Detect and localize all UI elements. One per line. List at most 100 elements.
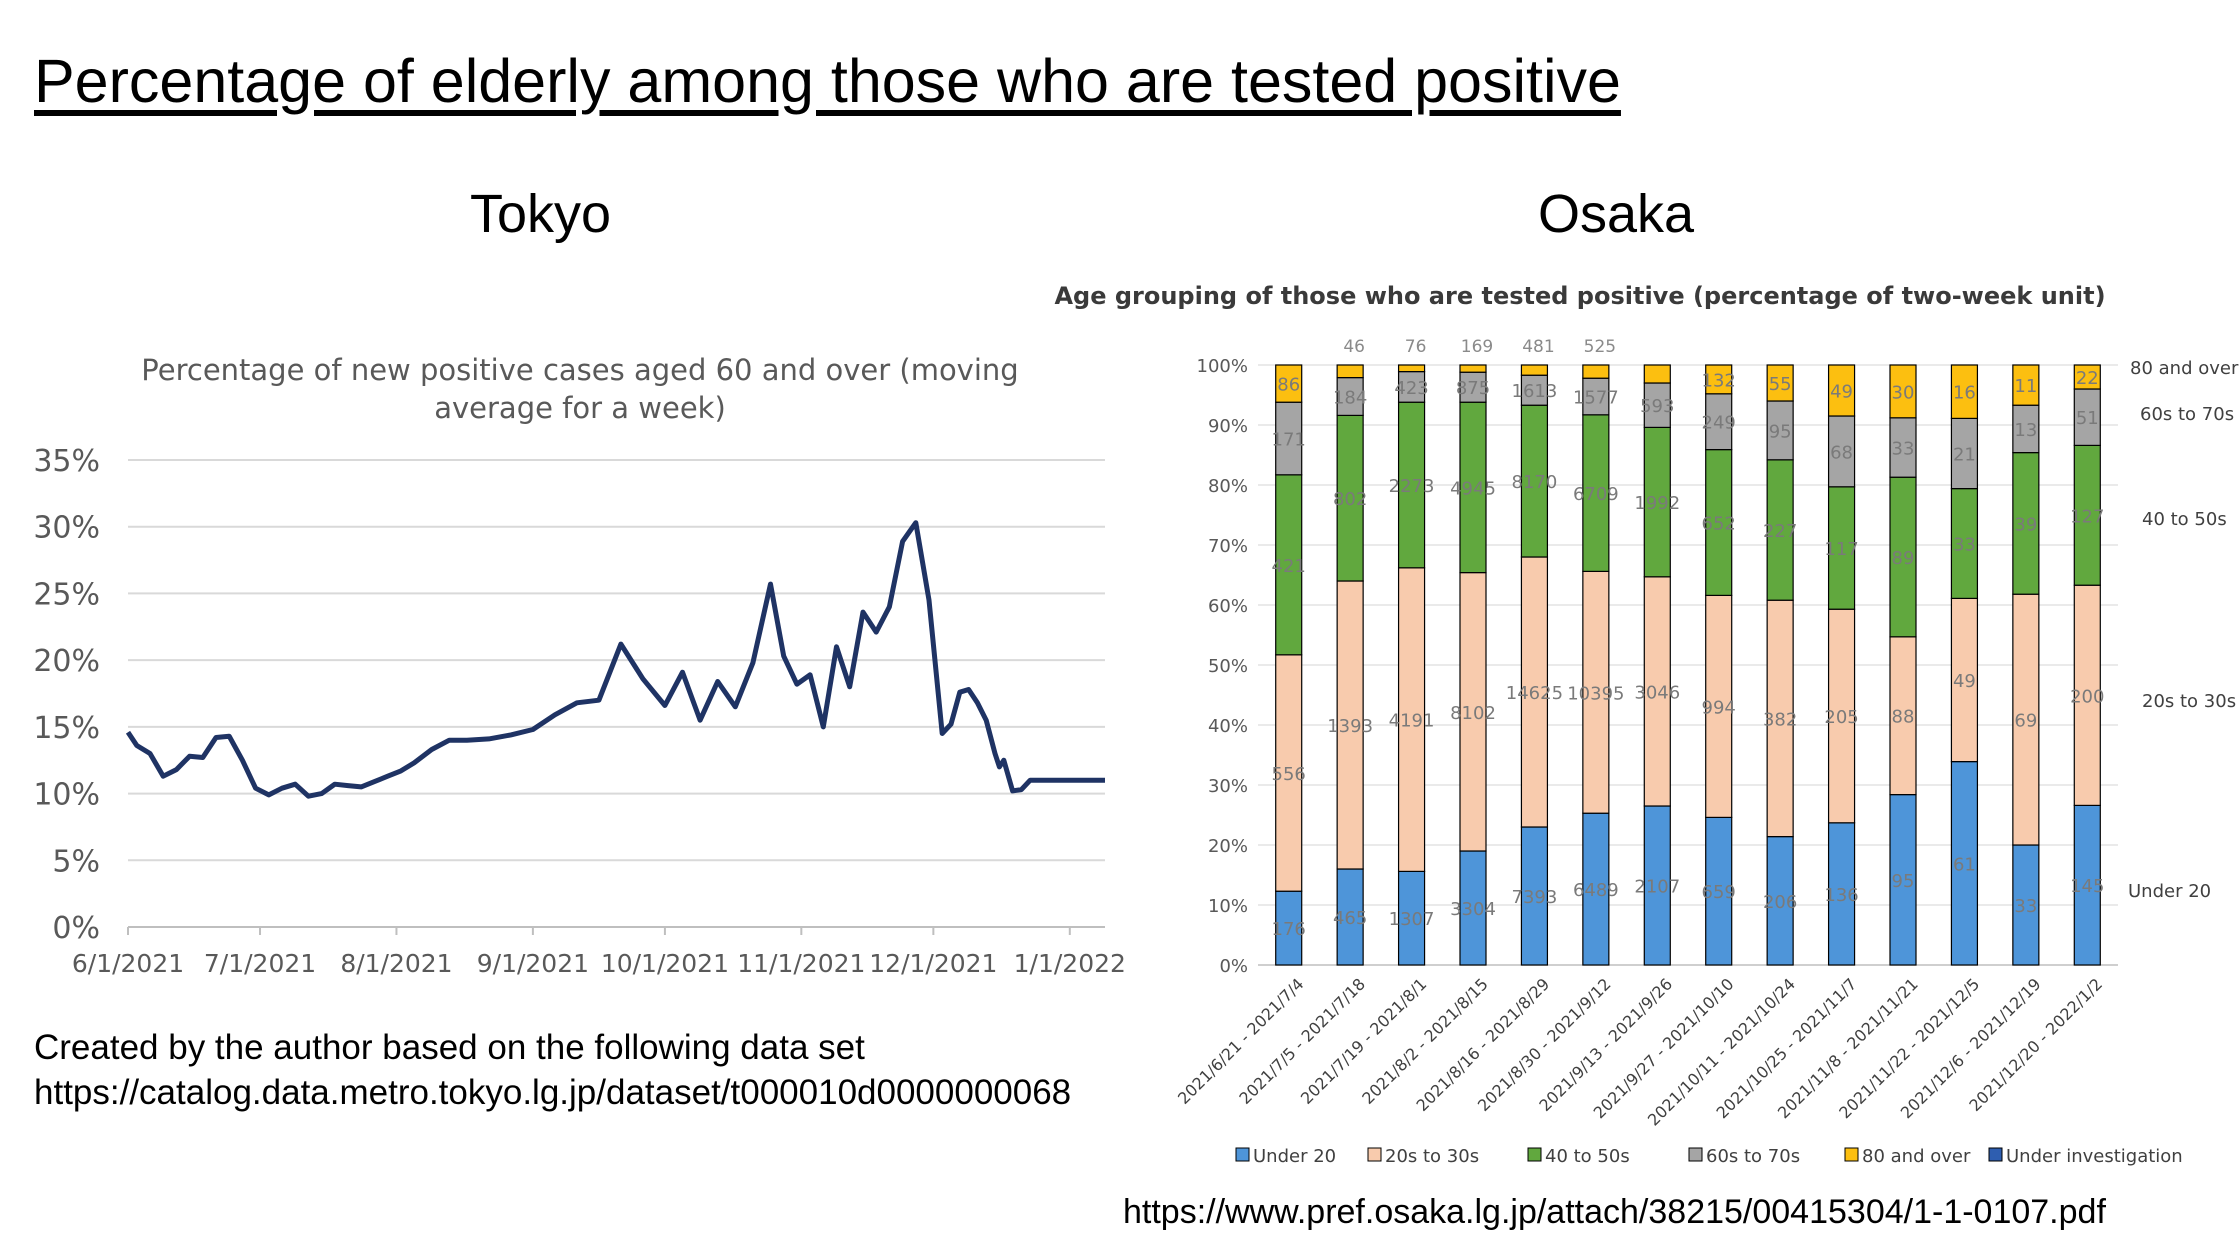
osaka-bar-segment: [1766, 459, 1794, 601]
osaka-chart-title: Age grouping of those who are tested pos…: [1054, 282, 2105, 310]
osaka-bar-segment: [1950, 760, 1979, 966]
osaka-bar-segment: [1397, 371, 1426, 403]
tokyo-y-tick-label: 35%: [33, 444, 100, 479]
osaka-bar-segment: [1275, 474, 1303, 656]
tokyo-x-tick-label: 6/1/2021: [72, 949, 184, 978]
tokyo-note-url[interactable]: https://catalog.data.metro.tokyo.lg.jp/d…: [34, 1073, 1072, 1112]
tokyo-heading: Tokyo: [470, 184, 612, 244]
legend-swatch: [1367, 1147, 1382, 1162]
osaka-bar-segment: [1459, 371, 1487, 403]
tokyo-x-ticks: 6/1/2021 7/1/2021 8/1/2021 9/1/2021 10/1/202…: [72, 927, 1126, 978]
osaka-bar-segment: [2012, 404, 2040, 454]
osaka-segment-label: 8102: [1450, 703, 1496, 724]
osaka-segment-label: 21: [1953, 445, 1976, 466]
osaka-stacked-bar-chart: Age grouping of those who are tested pos…: [1054, 282, 2239, 1167]
osaka-bar-segment: [1582, 364, 1610, 379]
osaka-segment-label: 33: [1953, 535, 1976, 556]
osaka-segment-label: 4945: [1450, 478, 1496, 499]
osaka-bar-segment: [1582, 812, 1610, 966]
osaka-segment-label: 176: [1272, 919, 1306, 940]
osaka-bar-segment: [1582, 377, 1610, 416]
osaka-y-tick-label: 90%: [1208, 416, 1248, 437]
osaka-segment-label: 382: [1763, 709, 1797, 730]
osaka-segment-label: 95: [1769, 421, 1792, 442]
tokyo-x-tick-label: 9/1/2021: [477, 949, 589, 978]
osaka-segment-label: 61: [1953, 854, 1976, 875]
osaka-y-tick-label: 0%: [1219, 956, 1248, 977]
osaka-segment-label: 3046: [1634, 682, 1680, 703]
osaka-bar-segment: [1643, 805, 1671, 966]
tokyo-y-tick-label: 10%: [33, 778, 100, 813]
tokyo-y-tick-label: 20%: [33, 644, 100, 679]
tokyo-x-tick-label: 1/1/2022: [1014, 949, 1126, 978]
osaka-y-tick-label: 10%: [1208, 896, 1248, 917]
tokyo-gridlines: [128, 459, 1105, 928]
osaka-segment-label: 184: [1333, 388, 1367, 409]
tokyo-series-line: [125, 520, 1105, 799]
osaka-segment-label: 875: [1456, 378, 1490, 399]
osaka-top-label: 169: [1461, 337, 1493, 357]
osaka-segment-label: 8170: [1512, 472, 1558, 493]
osaka-bar-segment: [1336, 377, 1364, 417]
osaka-segment-label: 7393: [1512, 887, 1558, 908]
legend-swatch: [1235, 1147, 1250, 1162]
osaka-bar-segment: [1520, 404, 1549, 558]
osaka-segment-label: 39: [2014, 514, 2037, 535]
osaka-bars: 176 556 421 171 86 465 1393 802 184 1307 4191 2273 4…: [1272, 364, 2104, 966]
tokyo-y-tick-label: 15%: [33, 711, 100, 746]
osaka-y-tick-label: 50%: [1208, 656, 1248, 677]
osaka-bar-segment: [1397, 364, 1426, 373]
osaka-bar-segment: [1827, 364, 1856, 417]
osaka-bar-segment: [1827, 822, 1856, 966]
osaka-bar-segment: [1705, 449, 1733, 597]
osaka-segment-label: 86: [1277, 375, 1300, 396]
osaka-segment-label: 95: [1892, 871, 1915, 892]
osaka-bar-segment: [1275, 401, 1303, 476]
osaka-bar-segment: [1643, 576, 1671, 807]
tokyo-chart-title-line2: average for a week): [434, 391, 726, 425]
tokyo-y-tick-label: 30%: [33, 511, 100, 546]
osaka-bar-segment: [1950, 488, 1979, 600]
osaka-bar-segment: [1336, 868, 1364, 966]
osaka-bar-segment: [1889, 793, 1917, 966]
osaka-y-tick-label: 40%: [1208, 716, 1248, 737]
osaka-segment-label: 127: [2070, 506, 2104, 527]
osaka-segment-label: 423: [1394, 378, 1428, 399]
legend-swatch: [1988, 1147, 2003, 1162]
osaka-bar-segment: [1336, 364, 1364, 379]
osaka-bar-segment: [1827, 486, 1856, 610]
legend-swatch: [1844, 1147, 1859, 1162]
osaka-bar-segment: [1520, 556, 1549, 828]
osaka-segment-label: 556: [1272, 764, 1306, 785]
osaka-segment-label: 1393: [1327, 716, 1373, 737]
osaka-segment-label: 206: [1763, 892, 1797, 913]
osaka-segment-label: 1992: [1634, 493, 1680, 514]
osaka-bar-segment: [1889, 364, 1917, 419]
osaka-bar-segment: [1275, 654, 1303, 892]
osaka-segment-label: 593: [1640, 396, 1674, 417]
osaka-bar-segment: [2073, 364, 2101, 390]
legend-swatch: [1527, 1147, 1542, 1162]
osaka-bar-segment: [1643, 364, 1671, 384]
osaka-source-url[interactable]: https://www.pref.osaka.lg.jp/attach/3821…: [1123, 1193, 2106, 1231]
legend-swatch: [1688, 1147, 1703, 1162]
osaka-right-labels: 80 and over 60s to 70s 40 to 50s 20s to 30s…: [2128, 358, 2239, 902]
legend-label: 40 to 50s: [1545, 1146, 1630, 1167]
osaka-segment-label: 22: [2076, 368, 2099, 389]
osaka-segment-label: 51: [2076, 408, 2099, 429]
osaka-segment-label: 88: [1892, 707, 1915, 728]
legend-label: Under 20: [1253, 1146, 1336, 1167]
osaka-bar-segment: [1766, 599, 1794, 838]
tokyo-x-tick-label: 8/1/2021: [340, 949, 452, 978]
osaka-segment-label: 2273: [1389, 476, 1435, 497]
tokyo-note-line1: Created by the author based on the follo…: [34, 1028, 865, 1067]
osaka-bar-segment: [1459, 571, 1487, 852]
tokyo-y-ticks: 0% 5% 10% 15% 20% 25% 30% 35%: [33, 444, 100, 946]
osaka-segment-label: 14625: [1506, 683, 1563, 704]
tokyo-x-tick-label: 11/1/2021: [737, 949, 865, 978]
osaka-bar-segment: [2073, 584, 2101, 807]
osaka-bar-segment: [1275, 364, 1303, 403]
osaka-segment-label: 6489: [1573, 880, 1619, 901]
tokyo-x-tick-label: 12/1/2021: [869, 949, 997, 978]
osaka-segment-label: 33: [2014, 896, 2037, 917]
